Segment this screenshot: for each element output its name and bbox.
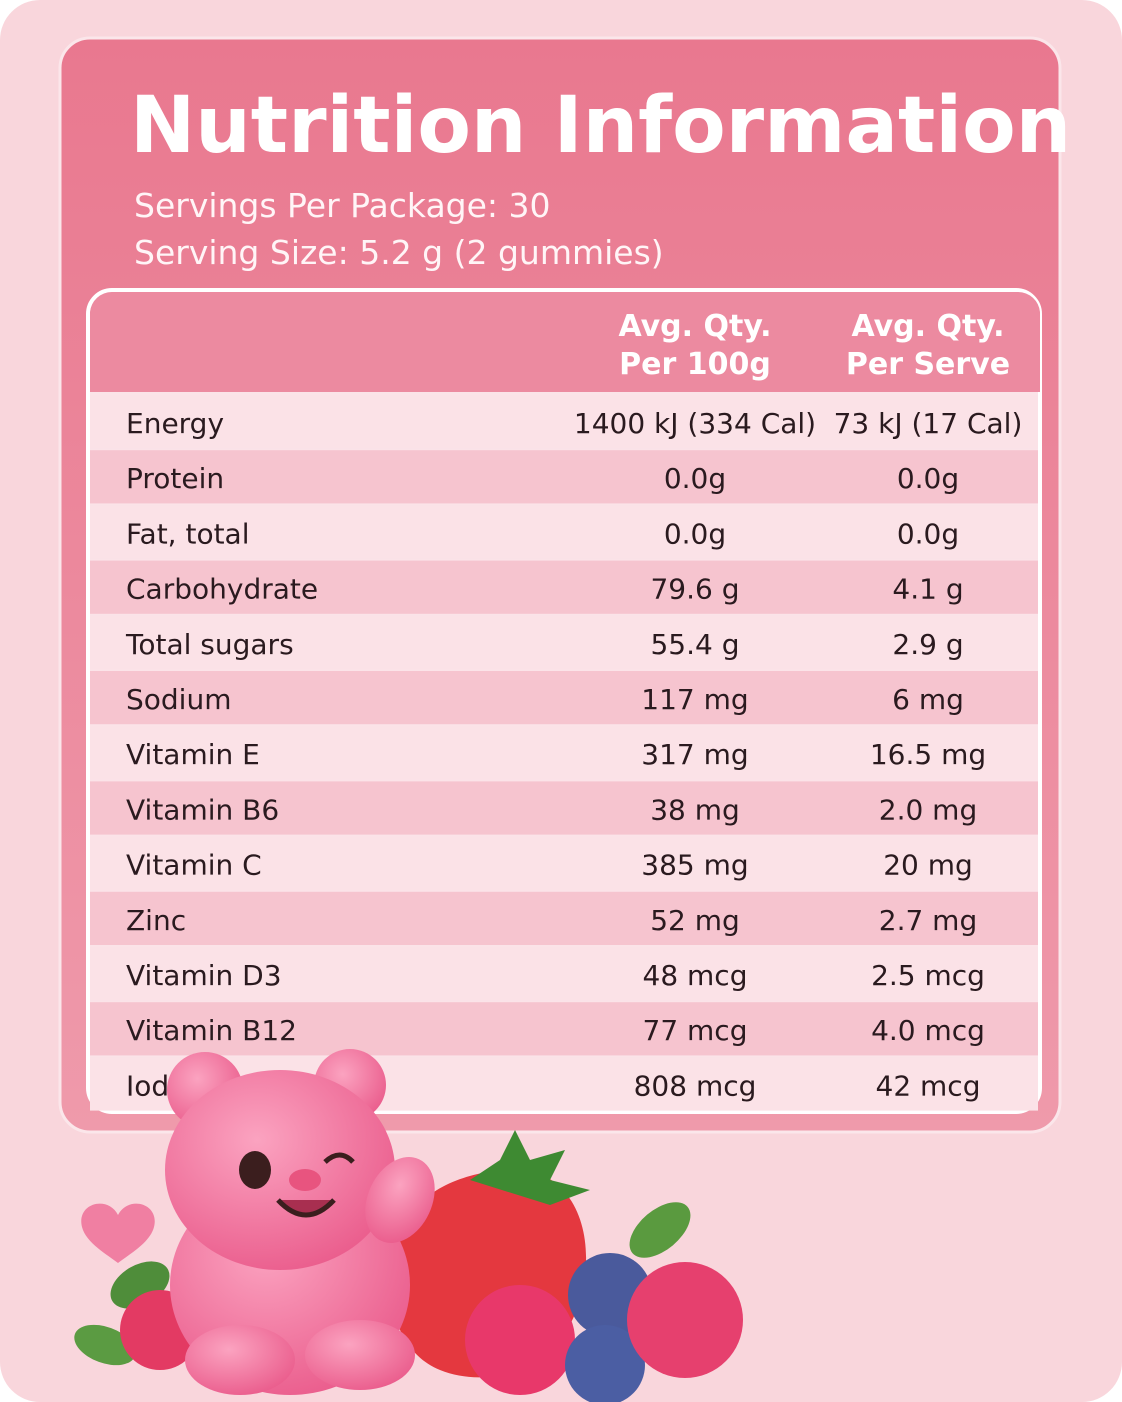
table-row: [90, 781, 1038, 835]
column-header: Per Serve: [846, 347, 1010, 382]
table-row: [90, 450, 1038, 504]
nutrient-value: 2.5 mcg: [871, 959, 985, 992]
nutrient-name: Sodium: [126, 683, 231, 716]
bear-foot: [305, 1320, 415, 1390]
blueberry: [565, 1325, 645, 1402]
title: Nutrition Information: [130, 81, 1071, 171]
table-row: [90, 671, 1038, 725]
nutrient-name: Protein: [126, 462, 224, 495]
table-row: [90, 395, 1038, 449]
nutrient-name: Carbohydrate: [126, 573, 318, 606]
nutrient-value: 808 mcg: [634, 1069, 757, 1102]
serving-size: Serving Size: 5.2 g (2 gummies): [134, 233, 664, 272]
illustration: [74, 1049, 743, 1402]
servings-per-package: Servings Per Package: 30: [134, 186, 551, 225]
nutrient-value: 16.5 mg: [870, 738, 986, 771]
nutrient-value: 52 mg: [650, 904, 740, 937]
strawberry-leaves: [470, 1130, 590, 1205]
nutrient-value: 73 kJ (17 Cal): [834, 407, 1023, 440]
nutrient-value: 0.0g: [897, 517, 959, 550]
nutrient-value: 385 mg: [641, 849, 748, 882]
column-header: Avg. Qty.: [851, 309, 1004, 344]
nutrient-value: 42 mcg: [876, 1069, 981, 1102]
column-header: Avg. Qty.: [618, 309, 771, 344]
column-header: Per 100g: [619, 347, 771, 382]
nutrient-name: Fat, total: [126, 517, 250, 550]
bear-eye: [239, 1151, 271, 1189]
nutrient-value: 6 mg: [892, 683, 964, 716]
bear-arm: [365, 1157, 435, 1243]
nutrient-name: Energy: [126, 407, 224, 440]
nutrient-name: Vitamin E: [126, 738, 260, 771]
nutrient-value: 2.7 mg: [879, 904, 977, 937]
table-row: [90, 615, 1038, 669]
nutrient-value: 55.4 g: [650, 628, 739, 661]
nutrient-value: 0.0g: [664, 462, 726, 495]
nutrient-value: 4.0 mcg: [871, 1014, 985, 1047]
nutrient-value: 0.0g: [664, 517, 726, 550]
nutrient-name: Vitamin B6: [126, 793, 279, 826]
table-row: [90, 947, 1038, 1001]
bear-wink: [323, 1152, 355, 1164]
table-header-bg: [90, 291, 1040, 392]
bear-nose: [289, 1169, 321, 1191]
nutrient-value: 1400 kJ (334 Cal): [574, 407, 816, 440]
nutrient-name: Zinc: [126, 904, 186, 937]
nutrient-value: 48 mcg: [643, 959, 748, 992]
table-row: [90, 560, 1038, 614]
leaf: [629, 1202, 691, 1258]
table-row: [90, 505, 1038, 559]
nutrient-value: 20 mg: [883, 849, 973, 882]
nutrient-value: 0.0g: [897, 462, 959, 495]
bear-mouth: [276, 1198, 336, 1218]
bear-foot: [185, 1325, 295, 1395]
nutrient-value: 77 mcg: [643, 1014, 748, 1047]
nutrient-value: 317 mg: [641, 738, 748, 771]
table-row: [90, 891, 1038, 945]
nutrient-value: 117 mg: [641, 683, 748, 716]
nutrient-value: 2.0 mg: [879, 793, 977, 826]
bear-head: [165, 1070, 395, 1270]
nutrient-name: Total sugars: [125, 628, 294, 661]
table-row: [90, 1002, 1038, 1056]
nutrient-value: 79.6 g: [650, 573, 739, 606]
nutrient-name: Vitamin D3: [126, 959, 282, 992]
heart: [81, 1203, 155, 1263]
raspberry: [627, 1262, 743, 1378]
nutrient-name: Vitamin C: [126, 849, 262, 882]
nutrient-name: Vitamin B12: [126, 1014, 297, 1047]
nutrient-value: 4.1 g: [892, 573, 963, 606]
nutrient-value: 2.9 g: [892, 628, 963, 661]
table-row: [90, 836, 1038, 890]
nutrient-value: 38 mg: [650, 793, 740, 826]
table-row: [90, 726, 1038, 780]
raspberry: [465, 1285, 575, 1395]
